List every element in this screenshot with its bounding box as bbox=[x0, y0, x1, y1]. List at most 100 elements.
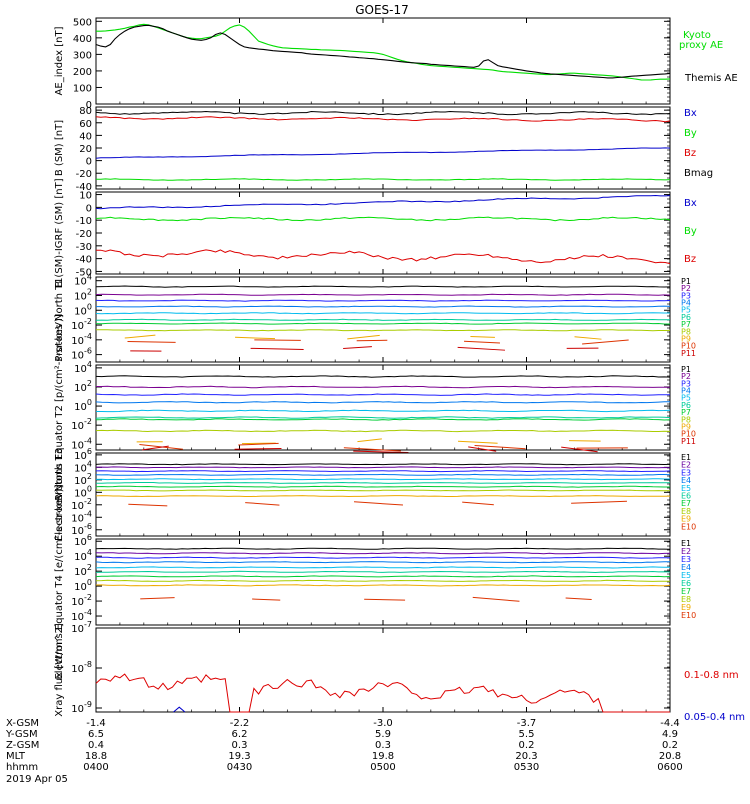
flux-segment-p11 bbox=[235, 448, 282, 449]
flux-line-e3 bbox=[96, 471, 670, 472]
y-tick-label: 400 bbox=[73, 34, 92, 45]
footer-value: 6.2 bbox=[232, 729, 248, 740]
footer-value: 0600 bbox=[657, 762, 682, 773]
flux-segment-e10 bbox=[140, 598, 174, 599]
series-line-by bbox=[96, 217, 670, 221]
legend-bmag: Bmag bbox=[684, 168, 713, 179]
flux-line-e6 bbox=[96, 571, 670, 572]
footer-value: -3.7 bbox=[517, 718, 537, 729]
flux-line-e3 bbox=[96, 557, 670, 558]
flux-segment-p11 bbox=[142, 446, 169, 450]
y-tick-label: 10-2 bbox=[71, 417, 92, 432]
flux-segment-e10 bbox=[566, 598, 592, 599]
flux-segment-p11 bbox=[468, 447, 496, 451]
flux-line-e4 bbox=[96, 474, 670, 475]
flux-segment-p9 bbox=[347, 335, 379, 338]
legend-xray-1: 0.1-0.8 nm bbox=[684, 670, 739, 681]
footer-value: 0.2 bbox=[519, 740, 535, 751]
legend-bx: Bx bbox=[684, 108, 697, 119]
footer-value: 0.3 bbox=[232, 740, 248, 751]
panel-frame bbox=[96, 539, 670, 625]
flux-segment-p9 bbox=[357, 439, 381, 442]
y-tick-label: 200 bbox=[73, 67, 92, 78]
y-tick-label: 100 bbox=[74, 398, 92, 413]
flux-segment-e10 bbox=[364, 599, 405, 600]
footer-date: 2019 Apr 05 bbox=[6, 774, 68, 785]
legend-e10: E10 bbox=[681, 522, 696, 531]
footer-row-label: Y-GSM bbox=[5, 729, 38, 740]
y-tick-label: 80 bbox=[79, 106, 92, 117]
legend-bx: Bx bbox=[684, 198, 697, 209]
legend-themis-ae: Themis AE bbox=[684, 73, 738, 84]
footer-value: 0.4 bbox=[88, 740, 104, 751]
legend-xray-2: 0.05-0.4 nm bbox=[684, 712, 745, 723]
panel-frame bbox=[96, 277, 670, 362]
flux-segment-p10 bbox=[475, 445, 526, 448]
flux-segment-e10 bbox=[571, 501, 627, 503]
y-tick-label: 10 bbox=[79, 191, 92, 202]
legend-proxy-ae: proxy AE bbox=[679, 40, 723, 51]
y-tick-label: 10-2 bbox=[71, 593, 92, 608]
flux-line-p5 bbox=[96, 410, 670, 412]
footer-value: -1.4 bbox=[86, 718, 106, 729]
flux-segment-p10 bbox=[254, 340, 300, 341]
series-line-themis-ae bbox=[96, 25, 670, 78]
legend-by: By bbox=[684, 226, 697, 237]
flux-line-e7 bbox=[96, 576, 670, 577]
flux-segment-p10 bbox=[127, 342, 175, 343]
y-axis-label: B (SM) [nT] bbox=[54, 120, 65, 176]
y-tick-label: -10 bbox=[76, 216, 92, 227]
flux-line-e4 bbox=[96, 562, 670, 563]
footer-value: 6.5 bbox=[88, 729, 104, 740]
footer-row-label: MLT bbox=[6, 751, 26, 762]
y-tick-label: 0 bbox=[86, 157, 92, 168]
panel-3: 100-10-20-30-40-50B (SM)-IGRF (SM) [nT]B… bbox=[54, 178, 697, 287]
flux-segment-p11 bbox=[251, 348, 304, 349]
flux-line-p5 bbox=[96, 313, 670, 314]
series-line-bx bbox=[96, 148, 670, 158]
flux-line-p7 bbox=[96, 323, 670, 324]
footer-value: -3.0 bbox=[373, 718, 393, 729]
flux-line-p6 bbox=[96, 319, 670, 320]
flux-line-p3 bbox=[96, 300, 670, 301]
footer-value: 0530 bbox=[514, 762, 539, 773]
legend-p11: P11 bbox=[681, 437, 696, 446]
y-tick-label: 104 bbox=[74, 548, 92, 563]
y-tick-label: 300 bbox=[73, 50, 92, 61]
y-tick-label: 100 bbox=[74, 578, 92, 593]
y-tick-label: 20 bbox=[79, 144, 92, 155]
y-tick-label: 10-2 bbox=[71, 317, 92, 332]
y-axis-label: Xray flux [W/m^2] bbox=[54, 623, 65, 717]
panel-frame bbox=[96, 365, 670, 450]
flux-segment-e10 bbox=[462, 502, 494, 505]
flux-segment-p9 bbox=[458, 441, 498, 443]
y-tick-label: 104 bbox=[74, 360, 92, 375]
footer-value: 0.2 bbox=[662, 740, 678, 751]
flux-line-p2 bbox=[96, 294, 670, 295]
footer-value: 5.9 bbox=[375, 729, 391, 740]
chart-title: GOES-17 bbox=[355, 3, 409, 17]
flux-segment-p9 bbox=[470, 336, 494, 337]
y-tick-label: 10-9 bbox=[71, 700, 92, 715]
series-line-xray-long bbox=[96, 674, 670, 712]
flux-line-e1 bbox=[96, 464, 670, 465]
footer-value: -2.2 bbox=[230, 718, 250, 729]
flux-line-e7 bbox=[96, 486, 670, 487]
flux-line-p1 bbox=[96, 286, 670, 287]
flux-line-p8 bbox=[96, 430, 670, 431]
flux-line-p4 bbox=[96, 306, 670, 307]
footer-value: 18.8 bbox=[85, 751, 107, 762]
footer-value: 5.5 bbox=[519, 729, 535, 740]
y-tick-label: -30 bbox=[76, 242, 92, 253]
flux-line-e2 bbox=[96, 553, 670, 554]
flux-line-e6 bbox=[96, 483, 670, 484]
y-axis-label: AE_index [nT] bbox=[54, 26, 65, 95]
series-line-bz bbox=[96, 117, 670, 122]
